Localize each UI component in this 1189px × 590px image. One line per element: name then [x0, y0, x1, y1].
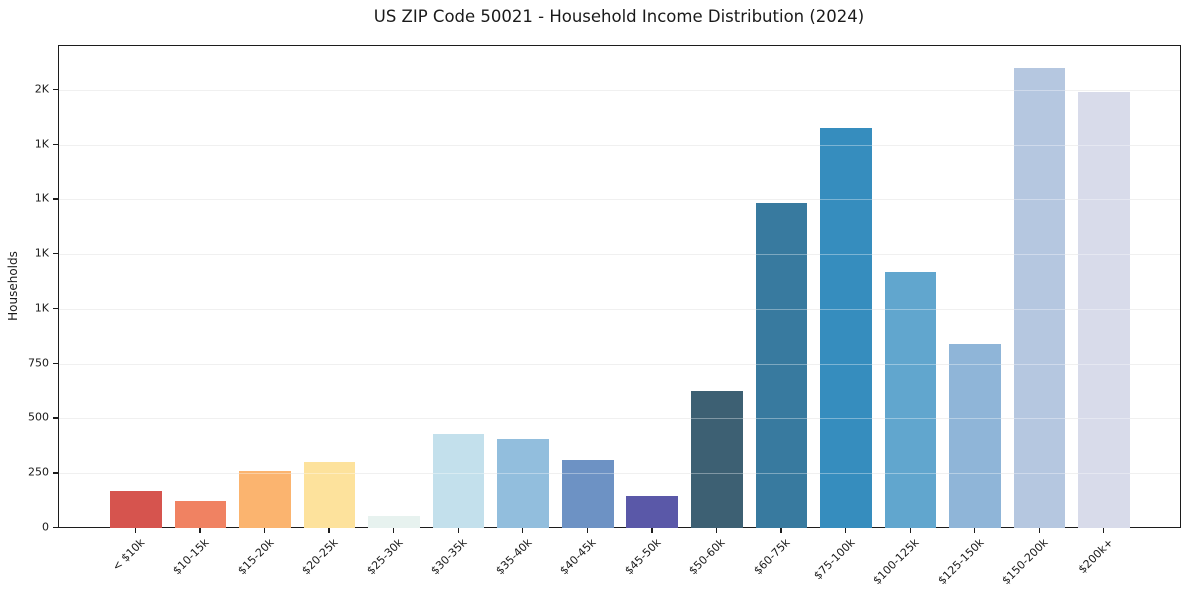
x-tick-mark	[328, 528, 330, 533]
x-tick-mark	[522, 528, 524, 533]
y-tick-label: 2K	[34, 82, 49, 96]
gridline-overlay	[59, 144, 1180, 146]
x-tick-mark	[1103, 528, 1105, 533]
y-tick-mark	[53, 472, 58, 474]
bar-$25-30k	[368, 515, 420, 528]
gridline-overlay	[59, 199, 1180, 201]
chart-title: US ZIP Code 50021 - Household Income Dis…	[373, 7, 865, 26]
x-tick-mark	[199, 528, 201, 533]
y-tick-label: 250	[28, 465, 49, 479]
bar-$75-100k	[820, 127, 872, 528]
gridline	[59, 89, 1180, 91]
bar-$15-20k	[239, 471, 291, 528]
bar-$10-15k	[174, 501, 227, 528]
x-tick-label: $45-50k	[622, 536, 664, 578]
gridline	[59, 308, 1180, 310]
bar-$60-75k	[755, 203, 808, 528]
gridline-overlay-layer	[59, 46, 1180, 527]
gridline-overlay	[59, 418, 1180, 420]
x-tick-label: $20-25k	[299, 536, 341, 578]
y-tick-label: 1K	[34, 137, 49, 151]
x-tick-label: $35-40k	[493, 536, 535, 578]
y-tick-label: 500	[28, 410, 49, 424]
x-tick-label: $10-15k	[170, 536, 212, 578]
x-tick-mark	[715, 528, 718, 533]
x-tick-mark	[263, 528, 266, 533]
bar-$20-25k	[303, 461, 356, 528]
x-tick-mark	[780, 528, 782, 533]
y-tick-label: 0	[42, 520, 49, 534]
y-tick-mark	[53, 307, 58, 310]
x-tick-label: $40-45k	[557, 536, 599, 578]
gridline	[59, 199, 1180, 201]
gridline-overlay	[59, 254, 1180, 256]
gridline-overlay	[59, 473, 1180, 475]
x-tick-label: $25-30k	[363, 536, 406, 578]
y-tick-mark	[53, 362, 58, 364]
x-tick-label: $150-200k	[999, 536, 1051, 588]
gridline-overlay	[59, 89, 1180, 91]
bar-$200k+	[1078, 92, 1130, 528]
x-tick-mark	[909, 528, 911, 533]
bar-$40-45k	[561, 459, 614, 528]
plot-area	[58, 45, 1181, 528]
y-tick-mark	[53, 417, 58, 419]
x-tick-mark	[586, 528, 589, 533]
x-tick-label: $30-35k	[428, 536, 470, 578]
x-tick-label: $75-100k	[810, 536, 858, 583]
x-tick-label: $15-20k	[234, 536, 277, 578]
x-tick-mark	[844, 528, 847, 533]
y-tick-mark	[53, 88, 58, 91]
y-tick-label: 1K	[34, 191, 49, 205]
bar-$45-50k	[626, 495, 679, 528]
bar-$50-60k	[691, 390, 743, 528]
bar-$100-125k	[884, 272, 937, 528]
x-tick-label: $200k+	[1075, 536, 1116, 577]
bar-$150-200k	[1013, 67, 1066, 528]
gridline	[59, 473, 1180, 475]
bar-$30-35k	[432, 433, 485, 528]
x-tick-label: < $10k	[109, 536, 148, 574]
x-tick-mark	[393, 528, 395, 533]
bars-layer	[59, 46, 1180, 528]
x-tick-mark	[134, 528, 137, 533]
x-tick-label: $125-150k	[935, 536, 987, 588]
gridline	[59, 254, 1180, 256]
bar-< $10k	[110, 491, 162, 528]
gridline-overlay	[59, 308, 1180, 310]
x-tick-mark	[457, 528, 459, 533]
gridlines-layer	[59, 46, 1180, 527]
bar-$125-150k	[949, 344, 1001, 528]
gridline	[59, 363, 1180, 365]
x-tick-label: $100-125k	[870, 536, 922, 588]
y-tick-mark	[53, 527, 58, 529]
gridline-overlay	[59, 363, 1180, 365]
y-tick-label: 1K	[34, 246, 49, 260]
x-tick-mark	[651, 528, 653, 533]
y-tick-mark	[53, 253, 58, 255]
bar-$35-40k	[497, 438, 549, 528]
x-tick-mark	[974, 528, 976, 533]
y-tick-mark	[53, 198, 58, 200]
x-tick-label: $60-75k	[751, 536, 793, 578]
y-tick-mark	[53, 143, 58, 145]
x-tick-mark	[1038, 528, 1040, 533]
y-tick-label: 1K	[34, 301, 49, 315]
y-tick-label: 750	[28, 356, 49, 370]
x-tick-label: $50-60k	[686, 536, 729, 578]
gridline	[59, 144, 1180, 146]
gridline	[59, 418, 1180, 420]
